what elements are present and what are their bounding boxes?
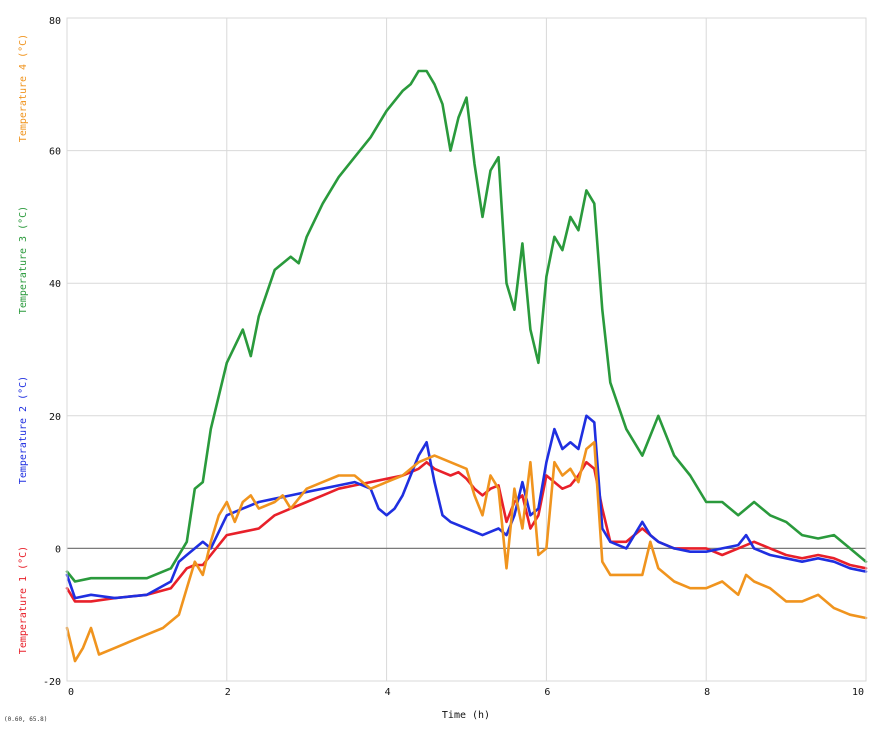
- y-axis-label-temperature-3: Temperature 3 (°C): [18, 206, 29, 314]
- y-axis-label-temperature-4: Temperature 4 (°C): [18, 34, 29, 142]
- x-tick-label: 2: [225, 687, 231, 698]
- y-axis-label-temperature-1: Temperature 1 (°C): [18, 546, 29, 654]
- series-line-temperature-4: [65, 440, 868, 663]
- series-line-temperature-1: [65, 460, 868, 603]
- x-tick-label: 0: [68, 687, 74, 698]
- x-tick-label: 10: [852, 687, 864, 698]
- series-line-temperature-3: [65, 69, 868, 583]
- y-tick-label: 0: [55, 544, 61, 555]
- x-tick-label: 6: [544, 687, 550, 698]
- cursor-readout: (0.60, 65.8): [4, 716, 47, 723]
- plot-background: [67, 18, 866, 681]
- series-layer: [65, 69, 868, 663]
- y-tick-label: 40: [49, 279, 61, 290]
- x-tick-label: 4: [385, 687, 391, 698]
- y-tick-label: 20: [49, 412, 61, 423]
- x-tick-label: 8: [704, 687, 710, 698]
- x-axis-label: Time (h): [442, 710, 490, 721]
- y-tick-label: -20: [43, 677, 61, 688]
- y-axis-label-temperature-2: Temperature 2 (°C): [18, 376, 29, 484]
- series-line-temperature-2: [65, 414, 868, 600]
- axes: 0 2 4 6 8 10 -20 0 20 40 60 80: [43, 16, 867, 698]
- y-axis-labels: Temperature 1 (°C) Temperature 2 (°C) Temp…: [18, 34, 29, 654]
- y-tick-label: 80: [49, 16, 61, 27]
- plot-frame: [66, 17, 867, 682]
- y-tick-label: 60: [49, 147, 61, 158]
